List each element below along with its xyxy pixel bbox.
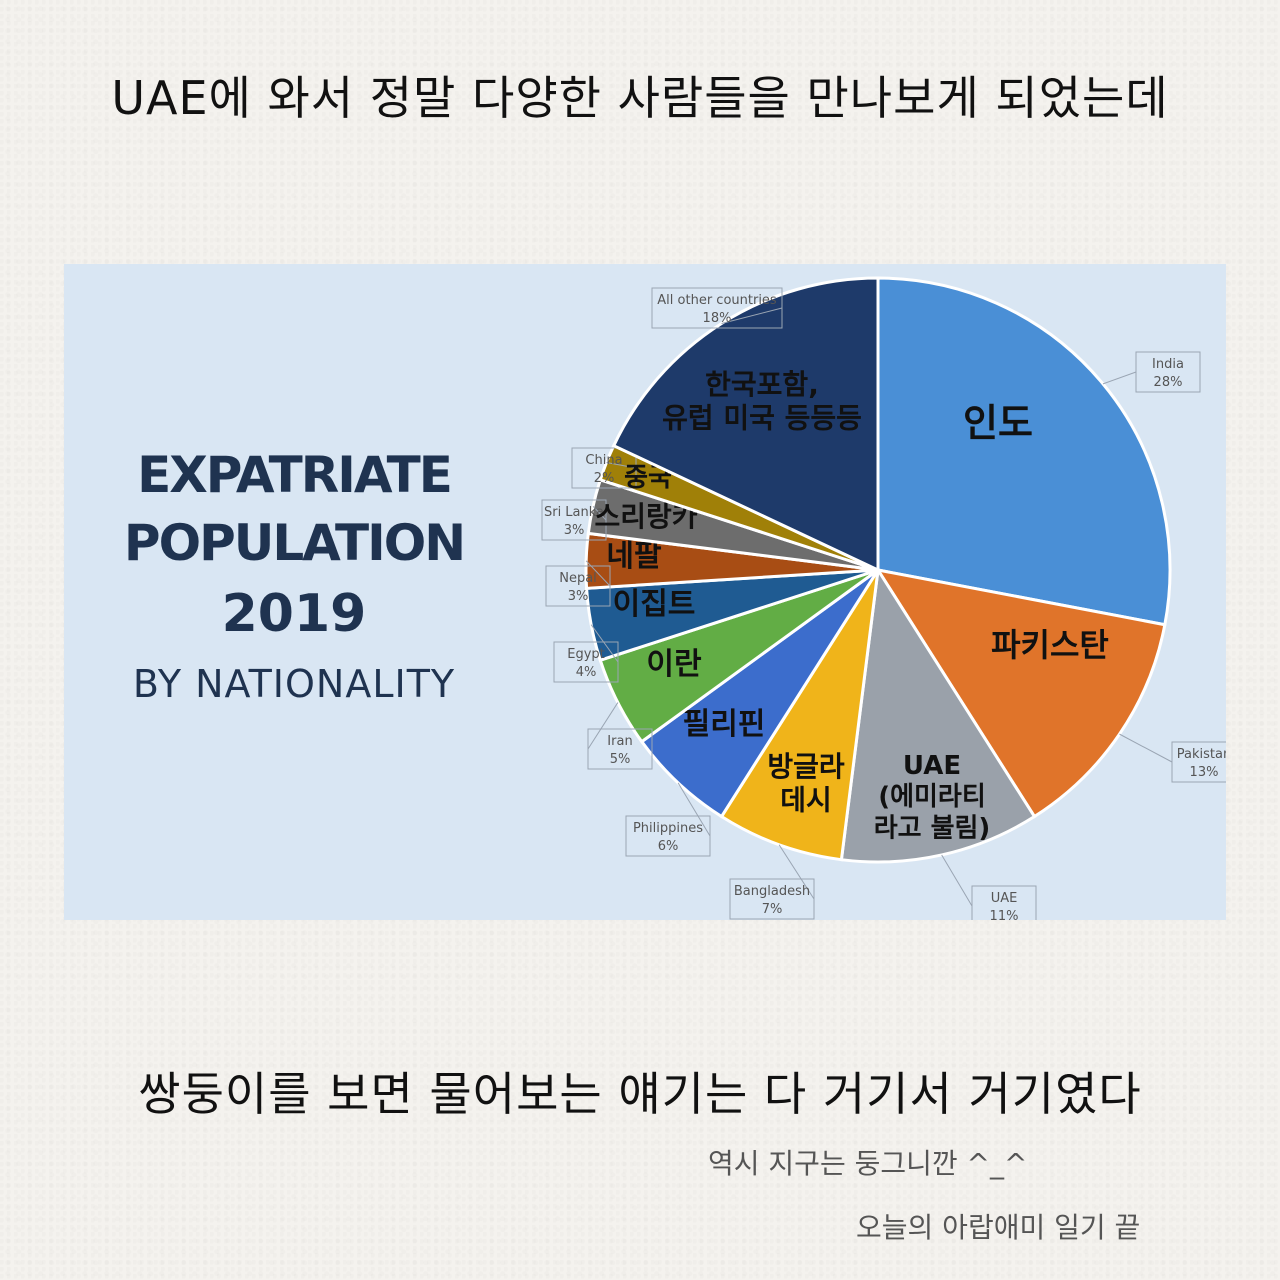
- value-label-china: 2%: [594, 471, 615, 486]
- category-label-bangladesh: Bangladesh: [734, 884, 810, 899]
- value-label-pakistan: 13%: [1190, 765, 1219, 780]
- value-label-egypt: 4%: [576, 665, 597, 680]
- callout-box-india: [1135, 351, 1201, 393]
- category-label-china: China: [585, 453, 622, 468]
- top-caption: UAE에 와서 정말 다양한 사람들을 만나보게 되었는데: [111, 71, 1169, 125]
- callout-leader-pakistan: [1119, 733, 1173, 763]
- pie-slice-pakistan: [874, 567, 1167, 819]
- callout-box-all-other-countries: [651, 287, 783, 329]
- callout-box-iran: [587, 728, 653, 770]
- note-earth-round: 역시 지구는 둥그니깐 ^_^: [708, 1147, 1028, 1180]
- callout-box-uae: [971, 885, 1037, 920]
- category-label-india: India: [1152, 357, 1184, 372]
- category-label-uae: UAE: [991, 891, 1018, 906]
- callout-box-pakistan: [1171, 741, 1226, 783]
- category-label-nepal: Nepal: [559, 571, 597, 586]
- value-label-nepal: 3%: [568, 589, 589, 604]
- value-label-all-other-countries: 18%: [703, 311, 732, 326]
- callout-leader-india: [1102, 371, 1137, 385]
- callout-leader-philippines: [677, 782, 711, 837]
- chart-title-year: 2019: [221, 584, 367, 644]
- pie-slice-india: [876, 276, 1172, 627]
- callout-box-egypt: [553, 641, 619, 683]
- handwritten-label-uae: UAE (에미라티 라고 불림): [874, 751, 991, 843]
- pie-chart: India 28% 인도 Pakistan 13% 파키스탄 UAE 11% UAE (에미라티 라…: [541, 276, 1226, 920]
- category-label-pakistan: Pakistan: [1177, 747, 1226, 762]
- handwritten-label-egypt: 이집트: [613, 587, 696, 622]
- value-label-bangladesh: 7%: [762, 902, 783, 917]
- callout-leader-nepal: [585, 560, 611, 587]
- handwritten-label-all-other-countries: 한국포함, 유럽 미국 등등등: [662, 368, 862, 435]
- chart-panel: EXPATRIATE POPULATION 2019 BY NATIONALIT…: [64, 264, 1226, 920]
- value-label-uae: 11%: [990, 909, 1019, 920]
- pie-slice-uae: [839, 565, 1037, 864]
- callout-box-philippines: [625, 815, 711, 857]
- handwritten-label-iran: 이란: [646, 647, 702, 682]
- category-label-egypt: Egypt: [567, 647, 605, 662]
- handwritten-label-pakistan: 파키스탄: [991, 626, 1109, 664]
- callout-box-bangladesh: [729, 878, 815, 920]
- chart-subtitle: BY NATIONALITY: [132, 662, 456, 706]
- value-label-sri-lanka: 3%: [564, 523, 585, 538]
- callout-box-china: [571, 447, 637, 489]
- callout-leader-uae: [941, 854, 973, 907]
- bottom-caption: 쌍둥이를 보면 물어보는 얘기는 다 거기서 거기였다: [138, 1067, 1142, 1121]
- value-label-iran: 5%: [610, 752, 631, 767]
- callout-box-nepal: [545, 565, 611, 607]
- category-label-sri-lanka: Sri Lanka: [544, 505, 604, 520]
- callout-box-sri-lanka: [541, 499, 607, 541]
- category-label-iran: Iran: [607, 734, 632, 749]
- callout-leader-bangladesh: [778, 844, 815, 900]
- category-label-philippines: Philippines: [633, 821, 703, 836]
- category-label-all-other-countries: All other countries: [657, 293, 777, 308]
- chart-title-line-1: EXPATRIATE: [137, 446, 453, 504]
- handwritten-label-india: 인도: [963, 401, 1033, 445]
- handwritten-label-bangladesh: 방글라 데시: [767, 750, 845, 817]
- value-label-india: 28%: [1154, 375, 1183, 390]
- callout-leader-sri-lanka: [592, 505, 607, 521]
- handwritten-label-philippines: 필리핀: [683, 707, 766, 742]
- chart-title-line-2: POPULATION: [123, 514, 466, 572]
- callout-leader-iran: [587, 702, 619, 750]
- callout-leader-all-other-countries: [721, 307, 783, 324]
- note-diary-end: 오늘의 아랍애미 일기 끝: [856, 1211, 1141, 1244]
- callout-leader-egypt: [590, 624, 619, 663]
- handwritten-label-nepal: 네팔: [606, 539, 662, 574]
- callout-leader-china: [606, 462, 637, 469]
- value-label-philippines: 6%: [658, 839, 679, 854]
